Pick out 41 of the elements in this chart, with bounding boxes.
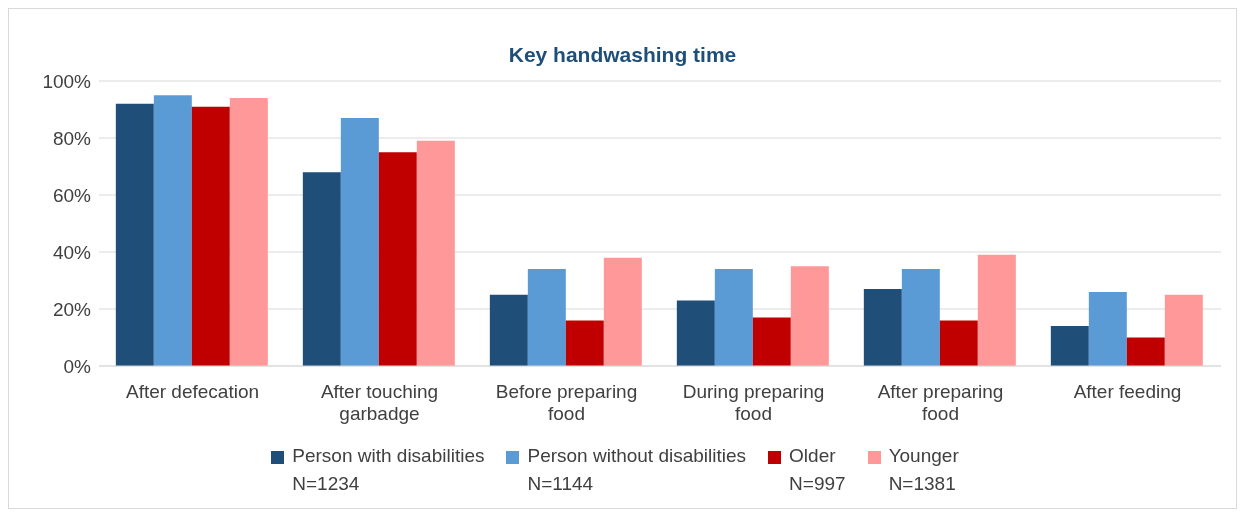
chart-title: Key handwashing time bbox=[508, 43, 737, 66]
bar bbox=[1126, 337, 1165, 366]
legend-label: Younger N=1381 bbox=[888, 444, 959, 496]
x-tick-label: After defecation bbox=[125, 381, 260, 402]
bar bbox=[790, 266, 829, 366]
bar bbox=[863, 289, 902, 366]
legend-label: Older N=997 bbox=[789, 444, 846, 496]
x-tick-label: After feeding bbox=[1073, 381, 1182, 402]
bar bbox=[1164, 294, 1203, 366]
x-tick-label: Before preparing food bbox=[495, 381, 638, 424]
bar bbox=[302, 172, 341, 366]
bar bbox=[115, 103, 154, 366]
bar bbox=[1050, 326, 1089, 366]
bar bbox=[603, 257, 642, 366]
bar bbox=[229, 98, 268, 366]
bar bbox=[676, 300, 715, 366]
x-tick-label: After preparing food bbox=[877, 381, 1004, 424]
bar bbox=[565, 320, 604, 366]
bar bbox=[340, 118, 379, 366]
bar bbox=[378, 152, 417, 366]
bar bbox=[714, 269, 753, 366]
legend-label: Person without disabilities N=1144 bbox=[527, 444, 747, 496]
y-tick-label: 0% bbox=[63, 355, 92, 377]
y-tick-label: 20% bbox=[52, 298, 92, 320]
y-tick-label: 80% bbox=[52, 127, 92, 149]
bar bbox=[1088, 291, 1127, 366]
bar bbox=[977, 254, 1016, 366]
bar bbox=[153, 95, 192, 366]
bar bbox=[489, 294, 528, 366]
bar bbox=[416, 140, 455, 366]
y-tick-label: 100% bbox=[42, 70, 92, 92]
legend-label: Person with disabilities N=1234 bbox=[292, 444, 485, 496]
bar bbox=[901, 269, 940, 366]
bar bbox=[191, 106, 230, 366]
y-tick-label: 40% bbox=[52, 241, 92, 263]
bar bbox=[752, 317, 791, 366]
x-tick-label: During preparing food bbox=[682, 381, 825, 424]
bar bbox=[527, 269, 566, 366]
y-tick-label: 60% bbox=[52, 184, 92, 206]
bar bbox=[939, 320, 978, 366]
x-tick-label: After touching garbadge bbox=[320, 381, 439, 424]
